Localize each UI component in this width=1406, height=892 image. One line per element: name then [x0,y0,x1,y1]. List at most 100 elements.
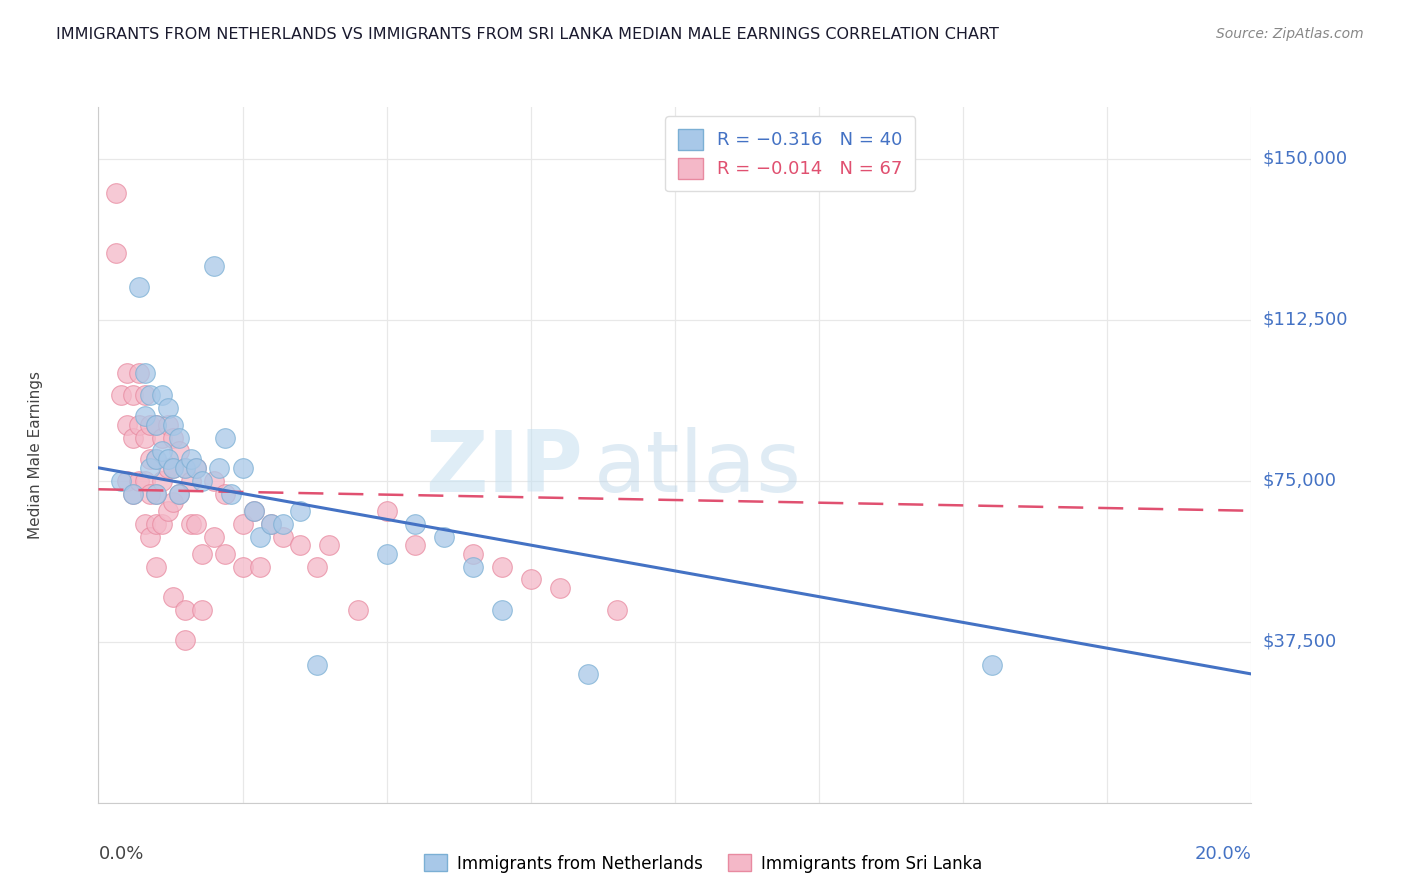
Point [134,516,156,531]
Point [202,474,225,488]
Point [214,431,236,445]
Point [346,602,368,616]
Point [134,388,156,402]
Point [139,388,162,402]
Point [150,516,173,531]
Point [174,602,197,616]
Point [461,547,484,561]
Point [162,495,184,509]
Point [150,431,173,445]
Point [117,474,138,488]
Point [578,667,600,681]
Point [128,280,150,294]
Point [219,486,242,500]
Point [461,559,484,574]
Point [104,186,127,200]
Point [307,658,329,673]
Point [981,658,1004,673]
Point [156,452,179,467]
Text: $75,000: $75,000 [1263,472,1337,490]
Point [117,417,138,432]
Point [110,474,132,488]
Text: $112,500: $112,500 [1263,310,1348,328]
Point [122,388,145,402]
Point [134,409,156,424]
Point [139,486,162,500]
Point [249,559,271,574]
Point [162,431,184,445]
Point [260,516,283,531]
Point [271,516,294,531]
Legend: Immigrants from Netherlands, Immigrants from Sri Lanka: Immigrants from Netherlands, Immigrants … [418,847,988,880]
Point [134,367,156,381]
Point [375,504,398,518]
Point [139,460,162,475]
Point [186,516,208,531]
Point [139,529,162,543]
Point [162,417,184,432]
Point [150,443,173,458]
Point [162,460,184,475]
Point [139,417,162,432]
Point [128,367,150,381]
Point [145,417,167,432]
Point [231,559,254,574]
Point [180,516,202,531]
Point [191,547,214,561]
Point [139,452,162,467]
Point [260,516,283,531]
Point [271,529,294,543]
Point [145,452,167,467]
Point [606,602,628,616]
Point [117,367,138,381]
Point [214,486,236,500]
Point [122,431,145,445]
Point [191,602,214,616]
Point [243,504,266,518]
Point [150,388,173,402]
Point [156,504,179,518]
Point [145,486,167,500]
Point [122,486,145,500]
Point [307,559,329,574]
Point [202,259,225,273]
Point [150,474,173,488]
Point [162,590,184,604]
Text: 0.0%: 0.0% [98,845,143,863]
Point [214,547,236,561]
Point [162,460,184,475]
Point [128,417,150,432]
Text: Source: ZipAtlas.com: Source: ZipAtlas.com [1216,27,1364,41]
Point [548,581,571,595]
Text: $150,000: $150,000 [1263,150,1347,168]
Text: Median Male Earnings: Median Male Earnings [28,371,42,539]
Point [186,460,208,475]
Point [375,547,398,561]
Text: atlas: atlas [595,427,803,510]
Point [174,460,197,475]
Point [128,474,150,488]
Point [167,431,190,445]
Point [520,573,543,587]
Point [491,559,513,574]
Point [433,529,456,543]
Point [186,460,208,475]
Text: 20.0%: 20.0% [1195,845,1251,863]
Point [208,460,231,475]
Point [491,602,513,616]
Point [110,388,132,402]
Legend: R = −0.316   N = 40, R = −0.014   N = 67: R = −0.316 N = 40, R = −0.014 N = 67 [665,116,915,191]
Point [405,538,427,552]
Point [145,559,167,574]
Point [191,474,214,488]
Text: IMMIGRANTS FROM NETHERLANDS VS IMMIGRANTS FROM SRI LANKA MEDIAN MALE EARNINGS CO: IMMIGRANTS FROM NETHERLANDS VS IMMIGRANT… [56,27,1000,42]
Point [145,417,167,432]
Point [134,431,156,445]
Point [145,516,167,531]
Point [122,486,145,500]
Point [318,538,340,552]
Point [180,452,202,467]
Point [174,632,197,647]
Point [167,486,190,500]
Point [145,486,167,500]
